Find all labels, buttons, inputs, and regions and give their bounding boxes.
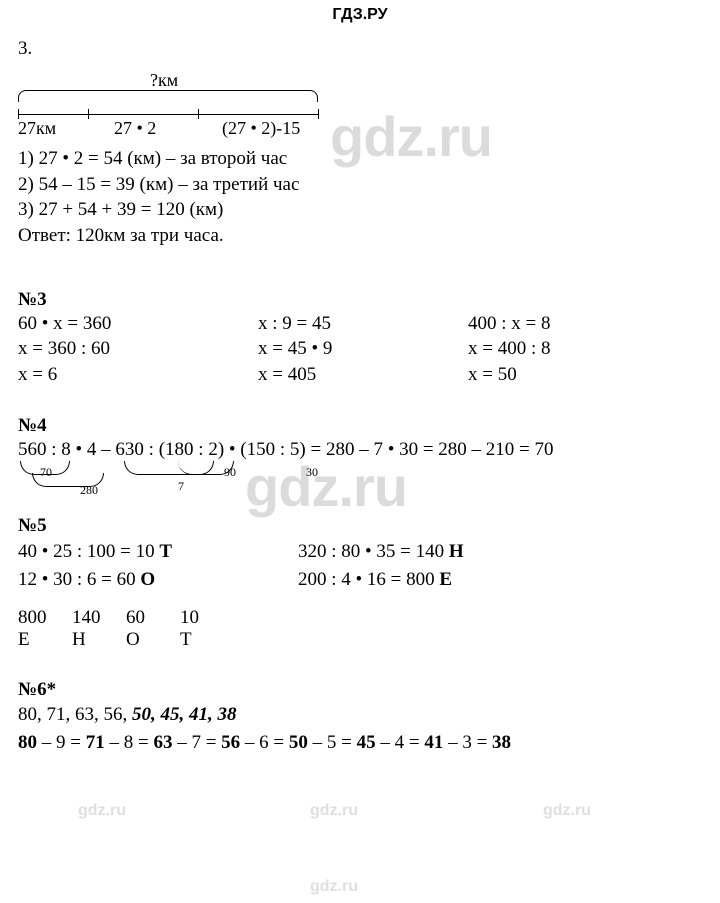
n5-a2: 12 • 30 : 6 = 60 О [18, 567, 298, 593]
n5-a2-letter: О [140, 569, 155, 590]
lt-l3: Т [180, 629, 234, 651]
n3-c2r1: x : 9 = 45 [258, 311, 468, 337]
watermark-bottom: gdz.ru [310, 878, 358, 896]
lt-l0: Е [18, 629, 72, 651]
n5-b2: 200 : 4 • 16 = 800 Е [298, 567, 598, 593]
diagram-line [18, 114, 318, 115]
n5-row2: 12 • 30 : 6 = 60 О 200 : 4 • 16 = 800 Е [18, 567, 702, 593]
n6-m2: – 8 = [105, 732, 154, 753]
n6-p8: 38 [492, 732, 511, 753]
tick-1 [88, 109, 89, 119]
n5-a1-letter: Т [159, 541, 172, 562]
n6-m3: – 7 = [172, 732, 221, 753]
n3-c3r1: 400 : x = 8 [468, 311, 648, 337]
n6-m7: – 3 = [443, 732, 492, 753]
n6-p7: 41 [424, 732, 443, 753]
n6-p2: 71 [86, 732, 105, 753]
small-70: 70 [40, 465, 52, 480]
lt-n0: 800 [18, 607, 72, 629]
n6-seq-bi: 50, 45, 41, 38 [132, 704, 237, 725]
n5-b1-text: 320 : 80 • 35 = 140 [298, 541, 449, 562]
diagram-question-label: ?км [150, 70, 178, 91]
solution-answer: Ответ: 120км за три часа. [18, 223, 702, 249]
page-header: ГДЗ.РУ [0, 0, 720, 24]
distance-diagram: ?км 27км 27 • 2 (27 • 2)-15 [18, 70, 338, 140]
lt-n1: 140 [72, 607, 126, 629]
small-280: 280 [80, 483, 98, 498]
n5-b1: 320 : 80 • 35 = 140 Н [298, 539, 598, 565]
tick-3 [318, 109, 319, 119]
n5-row1: 40 • 25 : 100 = 10 Т 320 : 80 • 35 = 140… [18, 539, 702, 565]
n4-block: 560 : 8 • 4 – 630 : (180 : 2) • (150 : 5… [18, 439, 702, 509]
content-area: 3. ?км 27км 27 • 2 (27 • 2)-15 1) 27 • 2… [0, 24, 720, 758]
small-7: 7 [178, 479, 184, 494]
n6-p6: 45 [357, 732, 376, 753]
lt-l2: О [126, 629, 180, 651]
n6-sequence: 80, 71, 63, 56, 50, 45, 41, 38 [18, 701, 702, 730]
lt-row-letters: Е Н О Т [18, 629, 702, 651]
solution-line-2: 2) 54 – 15 = 39 (км) – за третий час [18, 172, 702, 198]
lt-n2: 60 [126, 607, 180, 629]
n3-c2r3: x = 405 [258, 362, 468, 388]
seg-label-2: 27 • 2 [114, 118, 156, 139]
seg-label-3: (27 • 2)-15 [222, 118, 300, 139]
n6-m6: – 4 = [376, 732, 425, 753]
n3-c1r1: 60 • x = 360 [18, 311, 258, 337]
n5-a2-text: 12 • 30 : 6 = 60 [18, 569, 140, 590]
header-title: ГДЗ.РУ [332, 6, 387, 23]
heading-n6: №6* [18, 679, 702, 701]
small-90: 90 [224, 465, 236, 480]
watermark-small-3: gdz.ru [543, 802, 591, 820]
n5-b1-letter: Н [449, 541, 464, 562]
lt-n3: 10 [180, 607, 234, 629]
task-number: 3. [18, 38, 702, 60]
n6-p1: 80 [18, 732, 37, 753]
n3-row3: x = 6 x = 405 x = 50 [18, 362, 702, 388]
solution-line-3: 3) 27 + 54 + 39 = 120 (км) [18, 197, 702, 223]
n3-c3r3: x = 50 [468, 362, 648, 388]
seg-label-1: 27км [18, 118, 56, 139]
n6-p4: 56 [221, 732, 240, 753]
solution-line-1: 1) 27 • 2 = 54 (км) – за второй час [18, 146, 702, 172]
n6-seq-plain: 80, 71, 63, 56, [18, 704, 132, 725]
n6-m1: – 9 = [37, 732, 86, 753]
n6-p3: 63 [153, 732, 172, 753]
n3-row2: x = 360 : 60 x = 45 • 9 x = 400 : 8 [18, 336, 702, 362]
n3-row1: 60 • x = 360 x : 9 = 45 400 : x = 8 [18, 311, 702, 337]
heading-n5: №5 [18, 515, 702, 537]
n4-expression: 560 : 8 • 4 – 630 : (180 : 2) • (150 : 5… [18, 439, 702, 461]
watermark-small-1: gdz.ru [78, 802, 126, 820]
n6-m4: – 6 = [240, 732, 289, 753]
solution-block: 1) 27 • 2 = 54 (км) – за второй час 2) 5… [18, 146, 702, 249]
n6-m5: – 5 = [308, 732, 357, 753]
letter-table: 800 140 60 10 Е Н О Т [18, 607, 702, 651]
lt-row-nums: 800 140 60 10 [18, 607, 702, 629]
n3-c1r3: x = 6 [18, 362, 258, 388]
diagram-bracket [18, 90, 318, 102]
n3-c1r2: x = 360 : 60 [18, 336, 258, 362]
n3-c2r2: x = 45 • 9 [258, 336, 468, 362]
n3-c3r2: x = 400 : 8 [468, 336, 648, 362]
watermark-small-2: gdz.ru [310, 802, 358, 820]
heading-n3: №3 [18, 289, 702, 311]
small-30: 30 [306, 465, 318, 480]
n5-a1-text: 40 • 25 : 100 = 10 [18, 541, 159, 562]
n6-p5: 50 [289, 732, 308, 753]
lt-l1: Н [72, 629, 126, 651]
n6-calc: 80 – 9 = 71 – 8 = 63 – 7 = 56 – 6 = 50 –… [18, 729, 702, 758]
tick-2 [198, 109, 199, 119]
n5-a1: 40 • 25 : 100 = 10 Т [18, 539, 298, 565]
n5-b2-text: 200 : 4 • 16 = 800 [298, 569, 439, 590]
heading-n4: №4 [18, 415, 702, 437]
n5-b2-letter: Е [439, 569, 452, 590]
